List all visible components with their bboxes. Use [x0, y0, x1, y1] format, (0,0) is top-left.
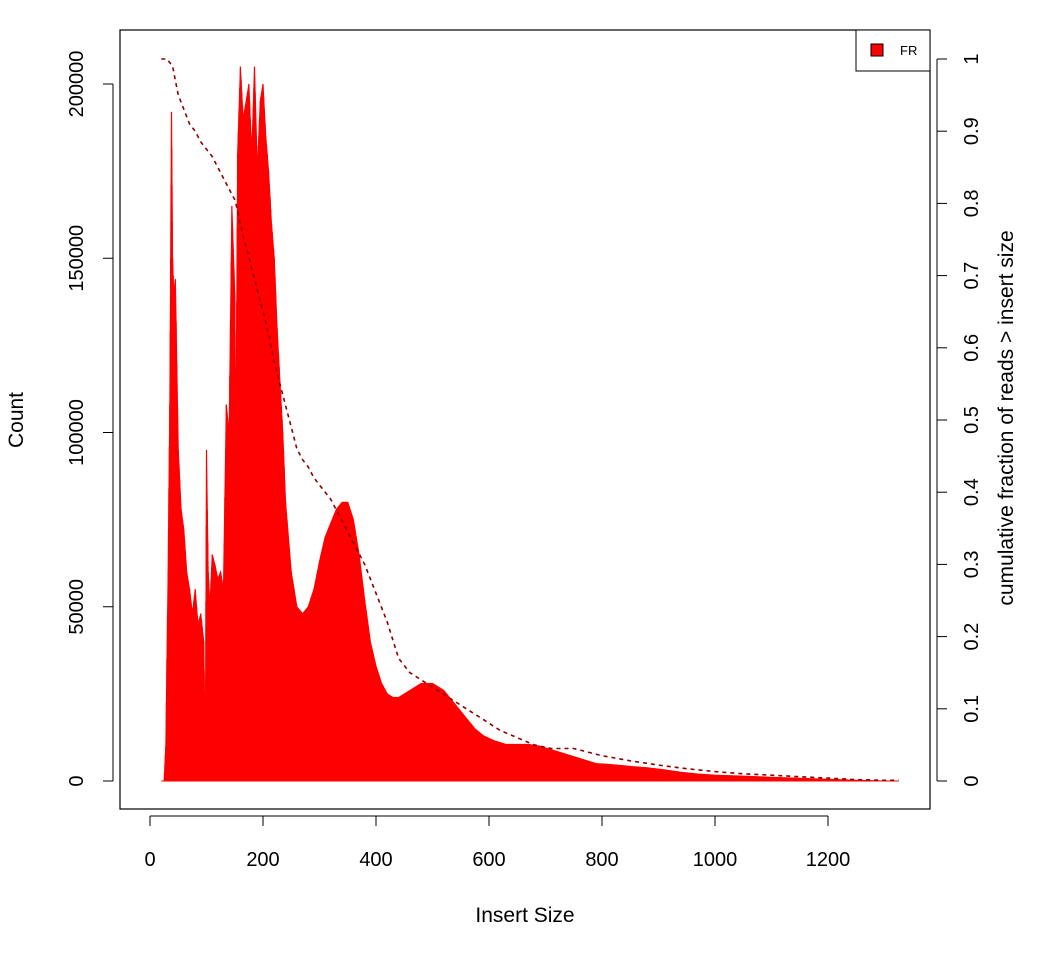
- legend-swatch-fr: [870, 43, 884, 57]
- x-tick-label: 200: [246, 849, 279, 871]
- x-tick-label: 400: [359, 849, 392, 871]
- x-tick-label: 1200: [806, 849, 851, 871]
- y-tick-left-label: 50000: [66, 579, 88, 635]
- x-tick-label: 600: [472, 849, 505, 871]
- plot-frame: [119, 29, 931, 810]
- y-axis-left: 0 50000 100000 150000 200000: [66, 51, 114, 787]
- y-tick-right-label: 0.5: [961, 406, 983, 434]
- y-tick-right-label: 0.8: [961, 189, 983, 217]
- y-tick-right-label: 0: [961, 775, 983, 786]
- y-axis-right: 0 0.1 0.2 0.3 0.4 0.5 0.6 0.7 0.8 0.9 1: [936, 53, 983, 787]
- y-tick-right-label: 0.6: [961, 334, 983, 362]
- x-tick-label: 0: [144, 849, 155, 871]
- y-tick-right-label: 1: [961, 53, 983, 64]
- x-axis-title: Insert Size: [475, 904, 574, 927]
- x-tick-label: 800: [585, 849, 618, 871]
- y-tick-right-label: 0.7: [961, 262, 983, 290]
- y-tick-left-label: 100000: [66, 399, 88, 466]
- cumulative-fraction-line: [161, 58, 899, 782]
- y-tick-right-label: 0.1: [961, 695, 983, 723]
- y-tick-right-label: 0.4: [961, 478, 983, 506]
- legend: FR: [855, 29, 931, 72]
- y-tick-left-label: 150000: [66, 225, 88, 292]
- y-tick-left-label: 200000: [66, 51, 88, 118]
- y-axis-left-title: Count: [5, 392, 28, 448]
- x-axis: 0 200 400 600 800 1000 1200: [144, 815, 851, 871]
- y-axis-right-title: cumulative fraction of reads > insert si…: [995, 230, 1018, 605]
- y-tick-right-label: 0.9: [961, 117, 983, 145]
- y-tick-right-label: 0.2: [961, 623, 983, 651]
- histogram-spikes: [163, 66, 879, 781]
- legend-label-fr: FR: [900, 43, 917, 58]
- y-tick-left-label: 0: [66, 775, 88, 786]
- x-tick-label: 1000: [693, 849, 738, 871]
- y-tick-right-label: 0.3: [961, 550, 983, 578]
- legend-box: [855, 29, 931, 72]
